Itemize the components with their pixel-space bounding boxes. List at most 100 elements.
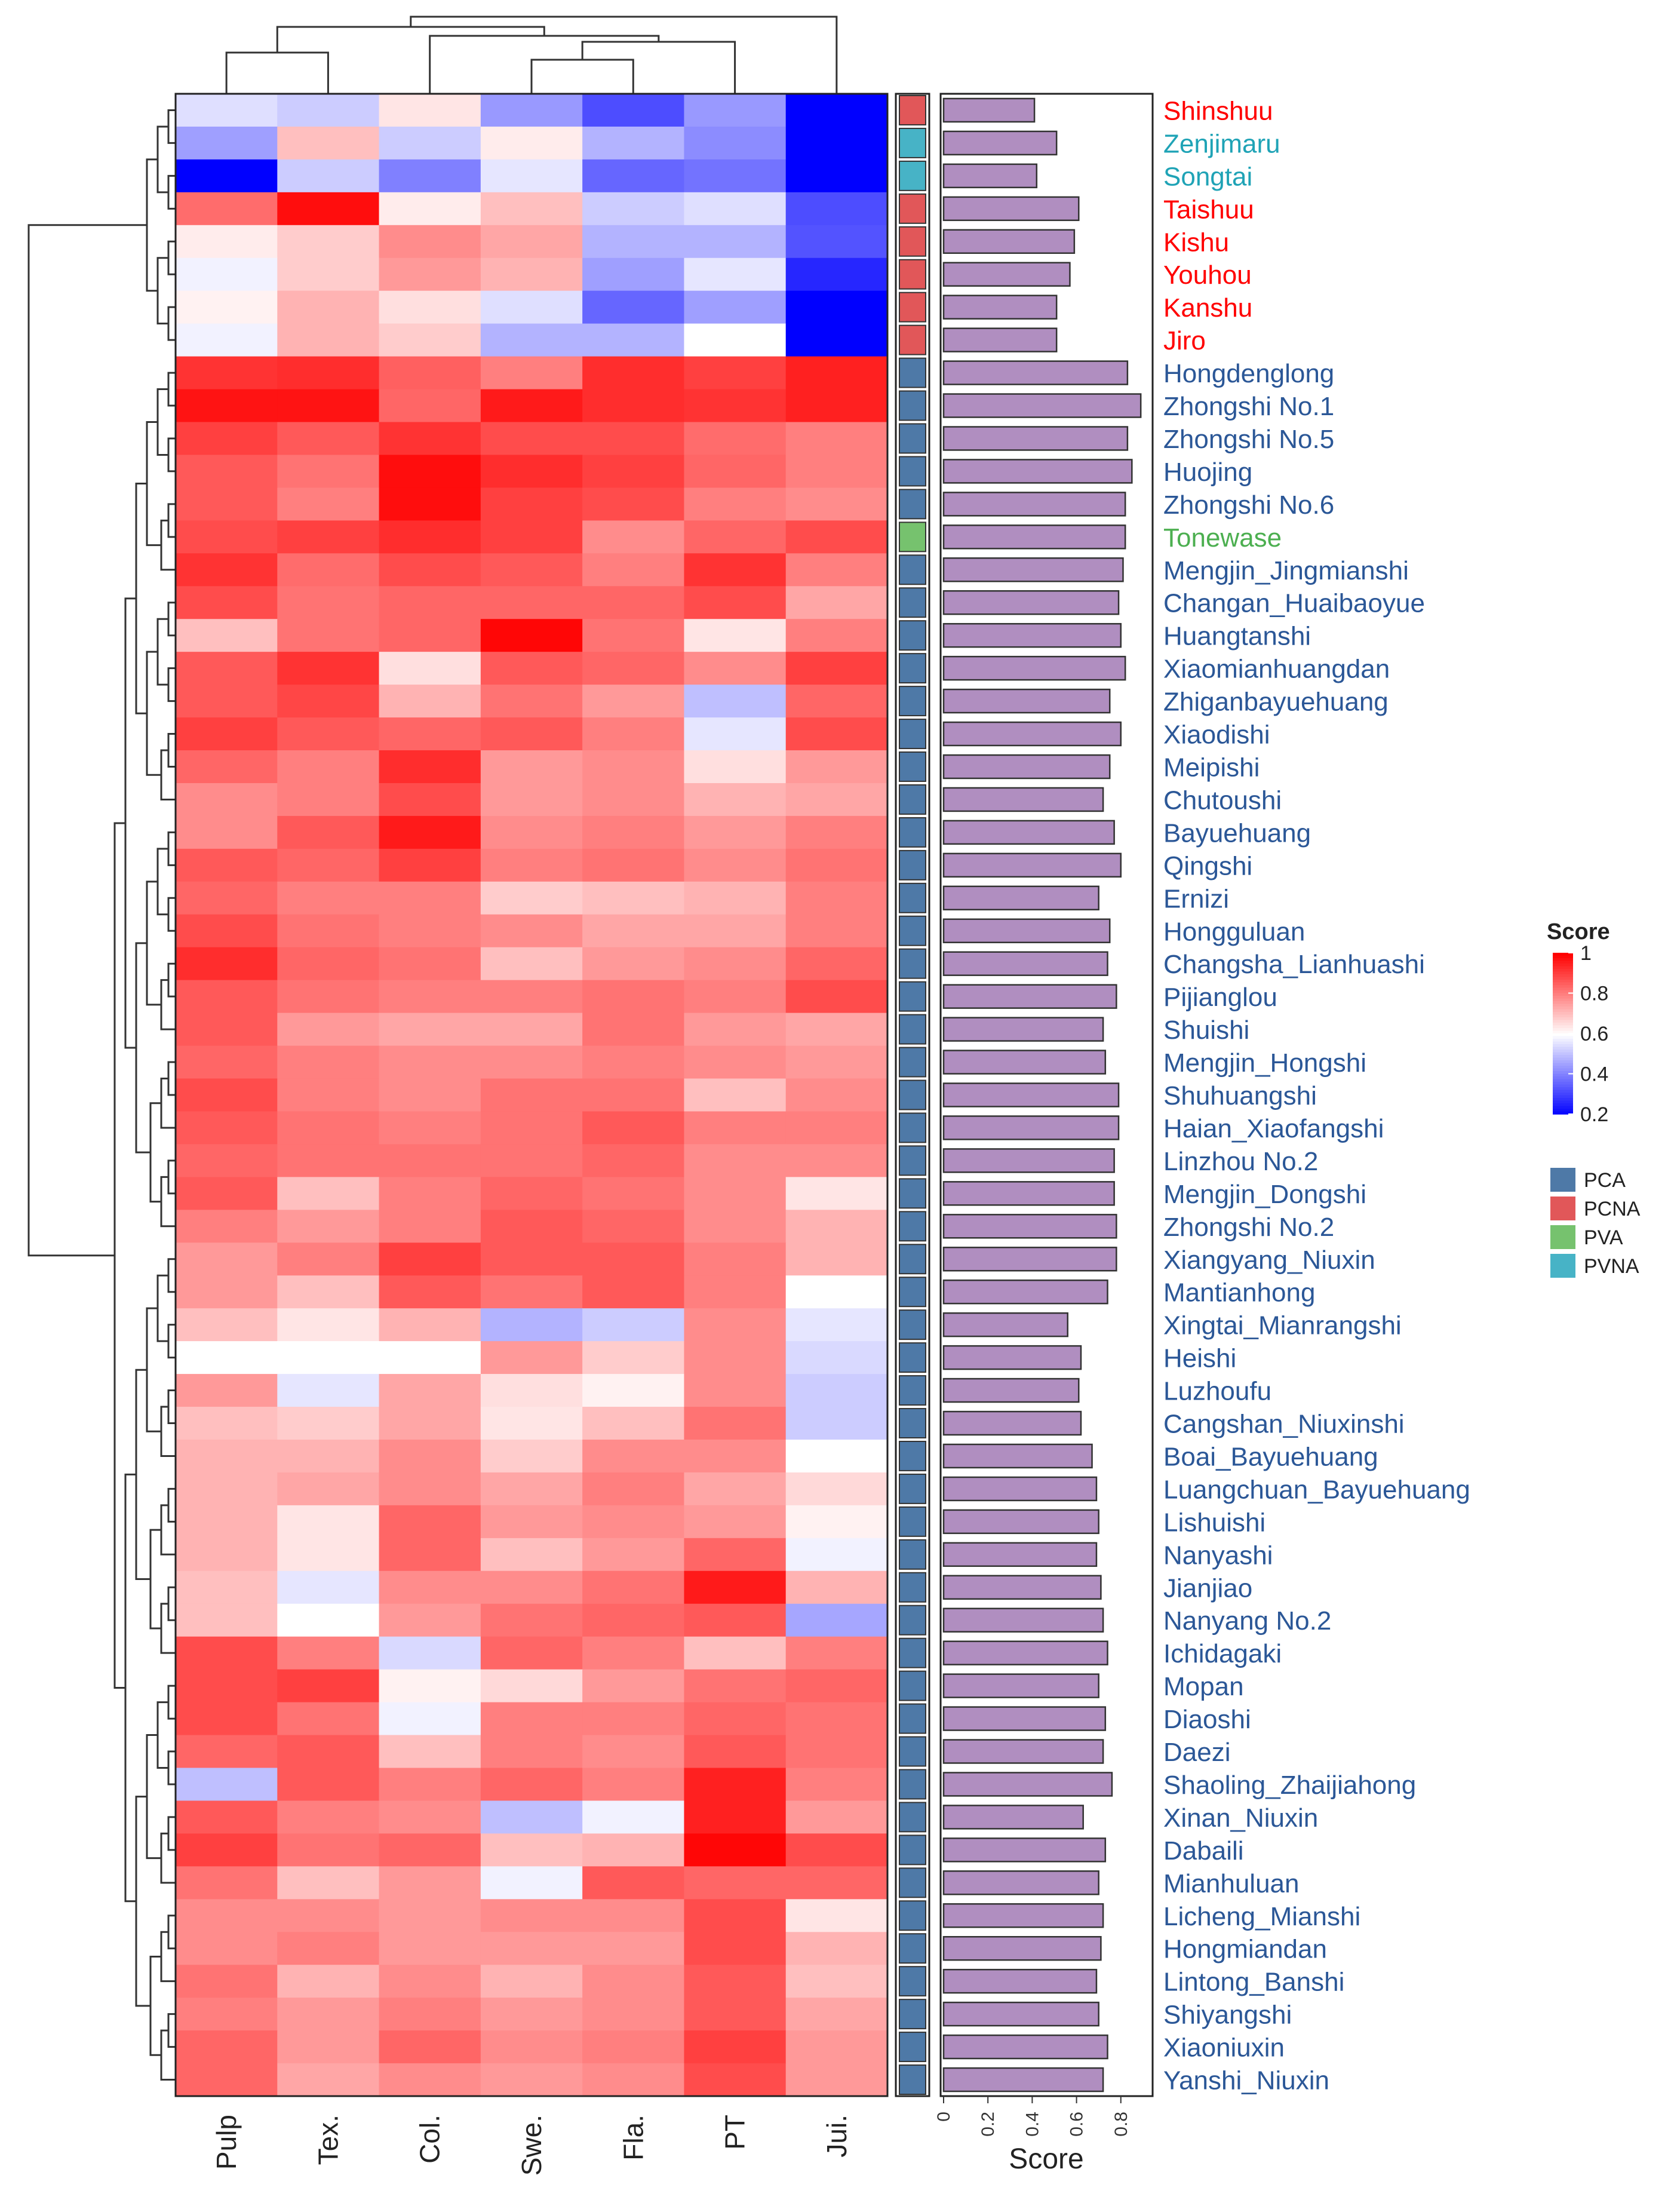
heat-cell-28-4	[582, 1013, 685, 1047]
heat-cell-46-0	[176, 1603, 278, 1637]
heat-cell-33-0	[176, 1177, 278, 1210]
heat-cell-29-2	[379, 1045, 481, 1079]
heat-cell-28-6	[785, 1013, 888, 1047]
score-bar-12	[942, 492, 1126, 517]
heat-cell-18-4	[582, 685, 685, 718]
bar-tick-label-1: 0.2	[978, 2112, 998, 2137]
row-label-6: Kanshu	[1163, 293, 1252, 323]
heat-cell-49-1	[277, 1702, 380, 1736]
group-cell-6	[899, 292, 926, 323]
heat-cell-18-3	[480, 685, 583, 718]
heat-cell-12-5	[684, 487, 787, 521]
heat-cell-56-0	[176, 1932, 278, 1965]
heat-cell-43-2	[379, 1505, 481, 1539]
score-bar-11	[942, 459, 1133, 484]
heat-cell-18-1	[277, 685, 380, 718]
heat-cell-15-3	[480, 586, 583, 619]
heat-cell-33-3	[480, 1177, 583, 1210]
group-cell-2	[899, 160, 926, 191]
column-label-1: Tex.	[312, 2115, 343, 2165]
heat-cell-18-5	[684, 685, 787, 718]
heat-cell-60-3	[480, 2063, 583, 2097]
heat-cell-4-3	[480, 225, 583, 259]
group-cell-22	[899, 817, 926, 848]
heat-cell-58-2	[379, 1998, 481, 2031]
colorbar-tick-label-3: 0.4	[1580, 1063, 1608, 1086]
heat-cell-40-5	[684, 1407, 787, 1440]
heat-cell-14-4	[582, 553, 685, 587]
column-label-3: Swe.	[516, 2115, 547, 2176]
heat-cell-54-0	[176, 1866, 278, 1900]
heat-cell-41-5	[684, 1439, 787, 1473]
bar-tick-label-3: 0.6	[1067, 2112, 1087, 2137]
heat-cell-32-4	[582, 1144, 685, 1177]
heat-cell-42-6	[785, 1472, 888, 1506]
score-bar-13	[942, 524, 1126, 550]
colorbar-step-2	[1553, 958, 1573, 962]
heat-cell-48-1	[277, 1669, 380, 1703]
heat-cell-8-3	[480, 356, 583, 390]
heat-cell-17-6	[785, 652, 888, 685]
group-cell-0	[899, 95, 926, 125]
heat-cell-26-5	[684, 947, 787, 981]
heat-cell-19-1	[277, 717, 380, 751]
col-dendro-link-1	[530, 59, 634, 94]
row-label-17: Xiaomianhuangdan	[1163, 655, 1390, 684]
group-cell-40	[899, 1408, 926, 1438]
colorbar-step-5	[1553, 966, 1573, 970]
group-cell-14	[899, 554, 926, 585]
heat-cell-21-4	[582, 783, 685, 817]
colorbar-step-49	[1553, 1084, 1573, 1088]
row-dendro-link-44	[135, 1369, 150, 1581]
row-label-26: Changsha_Lianhuashi	[1163, 950, 1425, 979]
heat-cell-8-5	[684, 356, 787, 390]
heat-cell-13-2	[379, 520, 481, 554]
heat-cell-12-4	[582, 487, 685, 521]
heat-cell-44-2	[379, 1538, 481, 1572]
score-bar-15	[942, 590, 1120, 615]
row-label-28: Shuishi	[1163, 1016, 1249, 1045]
colorbar-step-22	[1553, 1012, 1573, 1016]
colorbar-step-4	[1553, 964, 1573, 967]
score-bar-30	[942, 1082, 1120, 1107]
heat-cell-6-2	[379, 290, 481, 324]
heat-cell-31-2	[379, 1111, 481, 1145]
score-bar-31	[942, 1115, 1120, 1140]
row-label-32: Linzhou No.2	[1163, 1147, 1318, 1176]
heat-cell-45-6	[785, 1570, 888, 1604]
heat-cell-16-5	[684, 619, 787, 652]
heat-cell-11-2	[379, 455, 481, 489]
heat-cell-10-5	[684, 422, 787, 456]
column-label-6: Jui.	[821, 2115, 852, 2158]
heat-cell-33-4	[582, 1177, 685, 1210]
heat-cell-4-5	[684, 225, 787, 259]
score-bar-26	[942, 951, 1108, 976]
heat-cell-17-4	[582, 652, 685, 685]
heat-cell-42-0	[176, 1472, 278, 1506]
colorbar-step-11	[1553, 982, 1573, 986]
heat-cell-33-1	[277, 1177, 380, 1210]
row-label-4: Kishu	[1163, 228, 1229, 257]
bar-tick-label-4: 0.8	[1111, 2112, 1131, 2137]
colorbar-step-6	[1553, 969, 1573, 972]
heat-cell-35-2	[379, 1242, 481, 1276]
heat-cell-24-2	[379, 881, 481, 915]
heat-cell-33-2	[379, 1177, 481, 1210]
heat-cell-58-4	[582, 1998, 685, 2031]
score-bar-44	[942, 1542, 1098, 1567]
row-label-54: Mianhuluan	[1163, 1869, 1300, 1898]
score-bar-21	[942, 787, 1104, 812]
heat-cell-49-6	[785, 1702, 888, 1736]
heat-cell-7-0	[176, 323, 278, 357]
group-cell-10	[899, 423, 926, 454]
row-label-46: Nanyang No.2	[1163, 1606, 1331, 1636]
heat-cell-5-4	[582, 257, 685, 292]
group-cell-60	[899, 2064, 926, 2096]
row-label-58: Shiyangshi	[1163, 2001, 1292, 2030]
heat-cell-26-4	[582, 947, 685, 981]
heat-cell-37-2	[379, 1308, 481, 1342]
heat-cell-52-3	[480, 1800, 583, 1834]
heat-cell-46-3	[480, 1603, 583, 1637]
heat-cell-43-3	[480, 1505, 583, 1539]
